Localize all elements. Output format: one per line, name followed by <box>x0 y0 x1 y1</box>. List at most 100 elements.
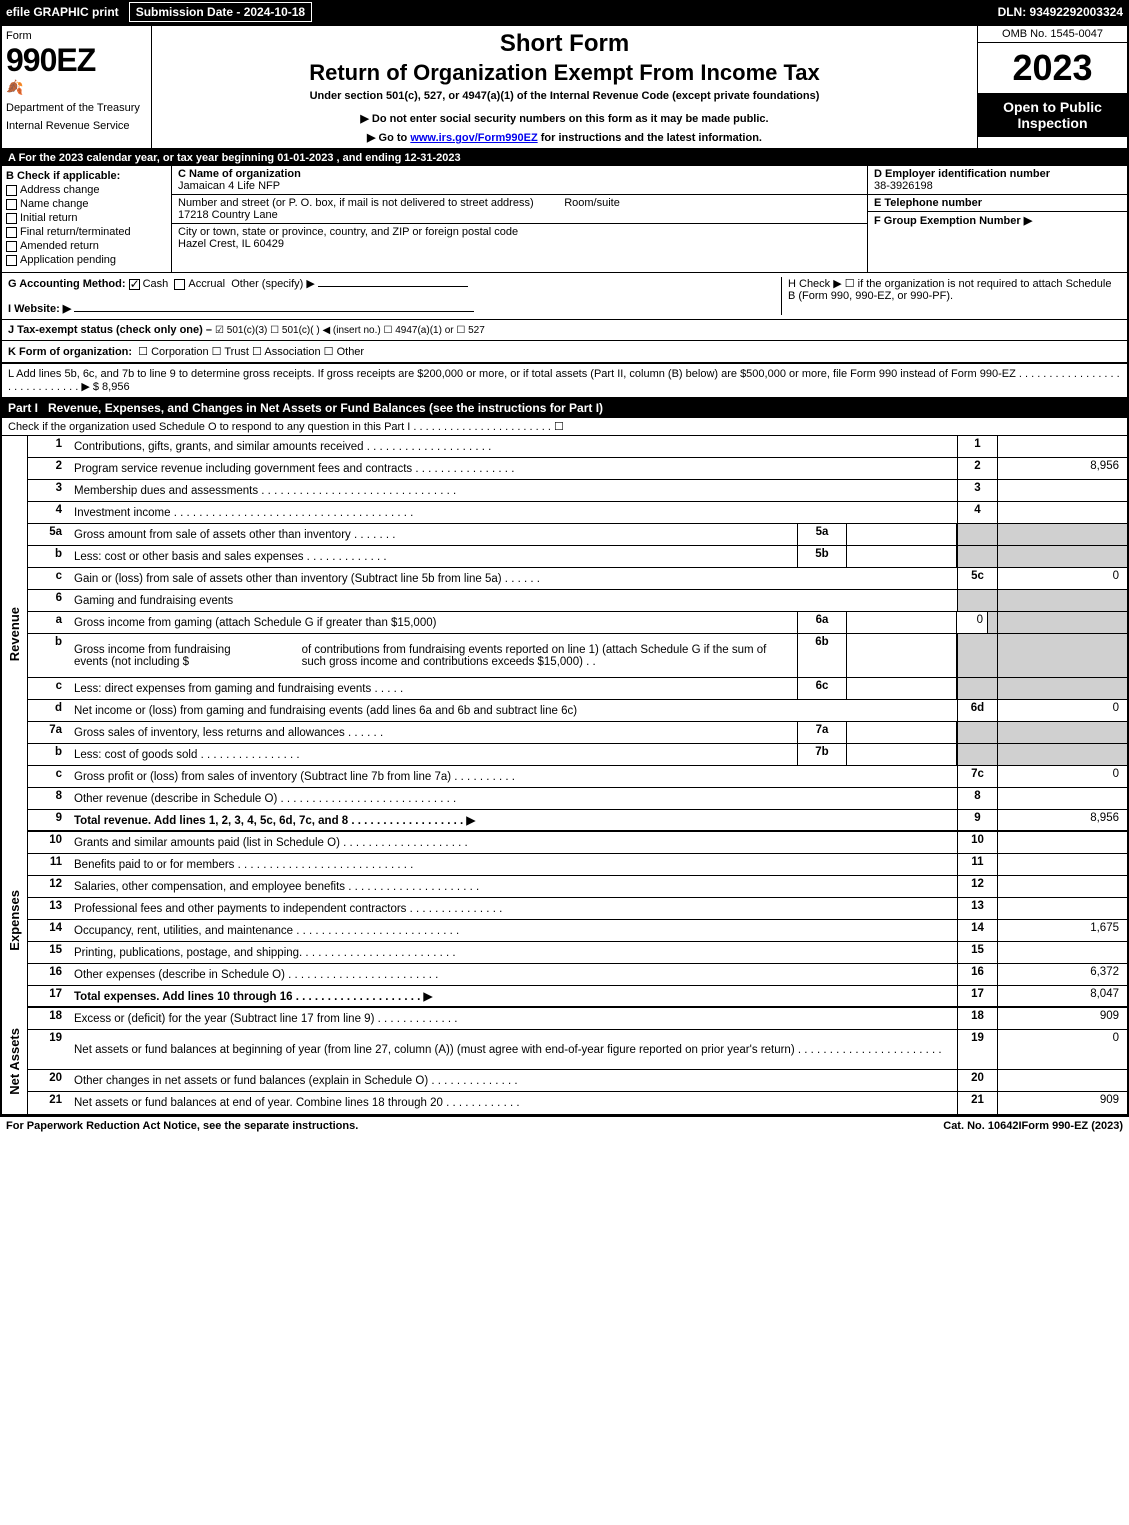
ein-val: 38-3926198 <box>874 180 933 192</box>
chk-amended[interactable]: Amended return <box>6 240 167 252</box>
row-k: K Form of organization: ☐ Corporation ☐ … <box>2 341 1127 364</box>
footer-left: For Paperwork Reduction Act Notice, see … <box>6 1120 943 1132</box>
chk-name[interactable]: Name change <box>6 198 167 210</box>
line-17: 17Total expenses. Add lines 10 through 1… <box>28 986 1127 1008</box>
section-d: D Employer identification number 38-3926… <box>868 166 1127 194</box>
org-name: Jamaican 4 Life NFP <box>178 180 280 192</box>
chk-address[interactable]: Address change <box>6 184 167 196</box>
note2-post: for instructions and the latest informat… <box>538 132 762 144</box>
chk-final[interactable]: Final return/terminated <box>6 226 167 238</box>
ssn-note: ▶ Do not enter social security numbers o… <box>160 112 969 125</box>
website-field[interactable] <box>74 311 474 312</box>
k-opts: ☐ Corporation ☐ Trust ☐ Association ☐ Ot… <box>138 346 364 358</box>
line-6a: aGross income from gaming (attach Schedu… <box>28 612 1127 634</box>
dept-treasury: Department of the Treasury <box>6 102 147 114</box>
c-city-row: City or town, state or province, country… <box>172 224 867 252</box>
line-5a: 5aGross amount from sale of assets other… <box>28 524 1127 546</box>
expenses-lines: 10Grants and similar amounts paid (list … <box>28 832 1127 1008</box>
note2-pre: ▶ Go to <box>367 132 410 144</box>
checkbox-icon[interactable] <box>6 199 17 210</box>
open-inspection: Open to Public Inspection <box>978 93 1127 137</box>
line-12: 12Salaries, other compensation, and empl… <box>28 876 1127 898</box>
footer-right: Form 990-EZ (2023) <box>1022 1120 1123 1132</box>
c-street-row: Number and street (or P. O. box, if mail… <box>172 195 867 224</box>
row-h: H Check ▶ ☐ if the organization is not r… <box>781 277 1121 315</box>
line-20: 20Other changes in net assets or fund ba… <box>28 1070 1127 1092</box>
row-a-taxyear: A For the 2023 calendar year, or tax yea… <box>2 150 1127 166</box>
c-name-row: C Name of organization Jamaican 4 Life N… <box>172 166 867 195</box>
line-13: 13Professional fees and other payments t… <box>28 898 1127 920</box>
checkbox-icon[interactable] <box>6 185 17 196</box>
line-1: 1Contributions, gifts, grants, and simil… <box>28 436 1127 458</box>
header-center: Short Form Return of Organization Exempt… <box>152 26 977 148</box>
footer-center: Cat. No. 10642I <box>943 1120 1021 1132</box>
h-text: H Check ▶ ☐ if the organization is not r… <box>788 278 1111 302</box>
section-bcdef: B Check if applicable: Address change Na… <box>2 166 1127 273</box>
line-7b: bLess: cost of goods sold . . . . . . . … <box>28 744 1127 766</box>
checkbox-icon[interactable] <box>6 255 17 266</box>
checkbox-icon[interactable] <box>6 213 17 224</box>
g-other: Other (specify) ▶ <box>231 278 315 290</box>
street-val: 17218 Country Lane <box>178 209 278 221</box>
line-11: 11Benefits paid to or for members . . . … <box>28 854 1127 876</box>
top-bar: efile GRAPHIC print Submission Date - 20… <box>0 0 1129 24</box>
line-6c: cLess: direct expenses from gaming and f… <box>28 678 1127 700</box>
city-label: City or town, state or province, country… <box>178 226 518 238</box>
section-e: E Telephone number <box>868 194 1127 211</box>
form-header: Form 990EZ 🍂 Department of the Treasury … <box>2 26 1127 150</box>
row-l: L Add lines 5b, 6c, and 7b to line 9 to … <box>2 364 1127 398</box>
j-opts: ☑ 501(c)(3) ☐ 501(c)( ) ◀ (insert no.) ☐… <box>215 325 485 336</box>
efile-label: efile GRAPHIC print <box>0 3 125 21</box>
line-18: 18Excess or (deficit) for the year (Subt… <box>28 1008 1127 1030</box>
line-19: 19Net assets or fund balances at beginni… <box>28 1030 1127 1070</box>
line-7a: 7aGross sales of inventory, less returns… <box>28 722 1127 744</box>
short-form-title: Short Form <box>160 30 969 58</box>
chk-accrual-icon[interactable] <box>174 279 185 290</box>
form-number: 990EZ <box>6 42 147 79</box>
tel-label: E Telephone number <box>874 197 982 209</box>
k-label: K Form of organization: <box>8 346 132 358</box>
part1-header: Part I Revenue, Expenses, and Changes in… <box>2 398 1127 418</box>
irs-label: Internal Revenue Service <box>6 120 147 132</box>
line-14: 14Occupancy, rent, utilities, and mainte… <box>28 920 1127 942</box>
section-f: F Group Exemption Number ▶ <box>868 211 1127 229</box>
subtitle: Under section 501(c), 527, or 4947(a)(1)… <box>160 90 969 102</box>
leaf-icon: 🍂 <box>6 79 147 96</box>
line-6d: dNet income or (loss) from gaming and fu… <box>28 700 1127 722</box>
main-title: Return of Organization Exempt From Incom… <box>160 60 969 86</box>
i-label: I Website: ▶ <box>8 303 71 315</box>
g-other-field[interactable] <box>318 286 468 287</box>
chk-initial[interactable]: Initial return <box>6 212 167 224</box>
checkbox-icon[interactable] <box>6 241 17 252</box>
goto-note: ▶ Go to www.irs.gov/Form990EZ for instru… <box>160 131 969 144</box>
netassets-lines: 18Excess or (deficit) for the year (Subt… <box>28 1008 1127 1114</box>
city-val: Hazel Crest, IL 60429 <box>178 238 284 250</box>
tax-year: 2023 <box>978 43 1127 93</box>
line-10: 10Grants and similar amounts paid (list … <box>28 832 1127 854</box>
chk-cash-icon[interactable] <box>129 279 140 290</box>
line-16: 16Other expenses (describe in Schedule O… <box>28 964 1127 986</box>
line-4: 4Investment income . . . . . . . . . . .… <box>28 502 1127 524</box>
line-5b: bLess: cost or other basis and sales exp… <box>28 546 1127 568</box>
line-2: 2Program service revenue including gover… <box>28 458 1127 480</box>
form-outer: Form 990EZ 🍂 Department of the Treasury … <box>0 24 1129 1116</box>
chk-pending[interactable]: Application pending <box>6 254 167 266</box>
l-val: 8,956 <box>102 381 130 393</box>
section-b: B Check if applicable: Address change Na… <box>2 166 172 272</box>
street-label: Number and street (or P. O. box, if mail… <box>178 197 534 209</box>
line-9: 9Total revenue. Add lines 1, 2, 3, 4, 5c… <box>28 810 1127 832</box>
footer: For Paperwork Reduction Act Notice, see … <box>0 1116 1129 1135</box>
b-heading: B Check if applicable: <box>6 170 167 182</box>
g-label: G Accounting Method: <box>8 278 126 290</box>
section-def: D Employer identification number 38-3926… <box>867 166 1127 272</box>
irs-link[interactable]: www.irs.gov/Form990EZ <box>410 132 537 144</box>
netassets-block: Net Assets 18Excess or (deficit) for the… <box>2 1008 1127 1114</box>
checkbox-icon[interactable] <box>6 227 17 238</box>
line-21: 21Net assets or fund balances at end of … <box>28 1092 1127 1114</box>
header-right: OMB No. 1545-0047 2023 Open to Public In… <box>977 26 1127 148</box>
submission-date: Submission Date - 2024-10-18 <box>129 2 312 22</box>
form-word: Form <box>6 30 147 42</box>
line-7c: cGross profit or (loss) from sales of in… <box>28 766 1127 788</box>
grpex-label: F Group Exemption Number ▶ <box>874 215 1032 227</box>
part1-check: Check if the organization used Schedule … <box>2 418 1127 436</box>
